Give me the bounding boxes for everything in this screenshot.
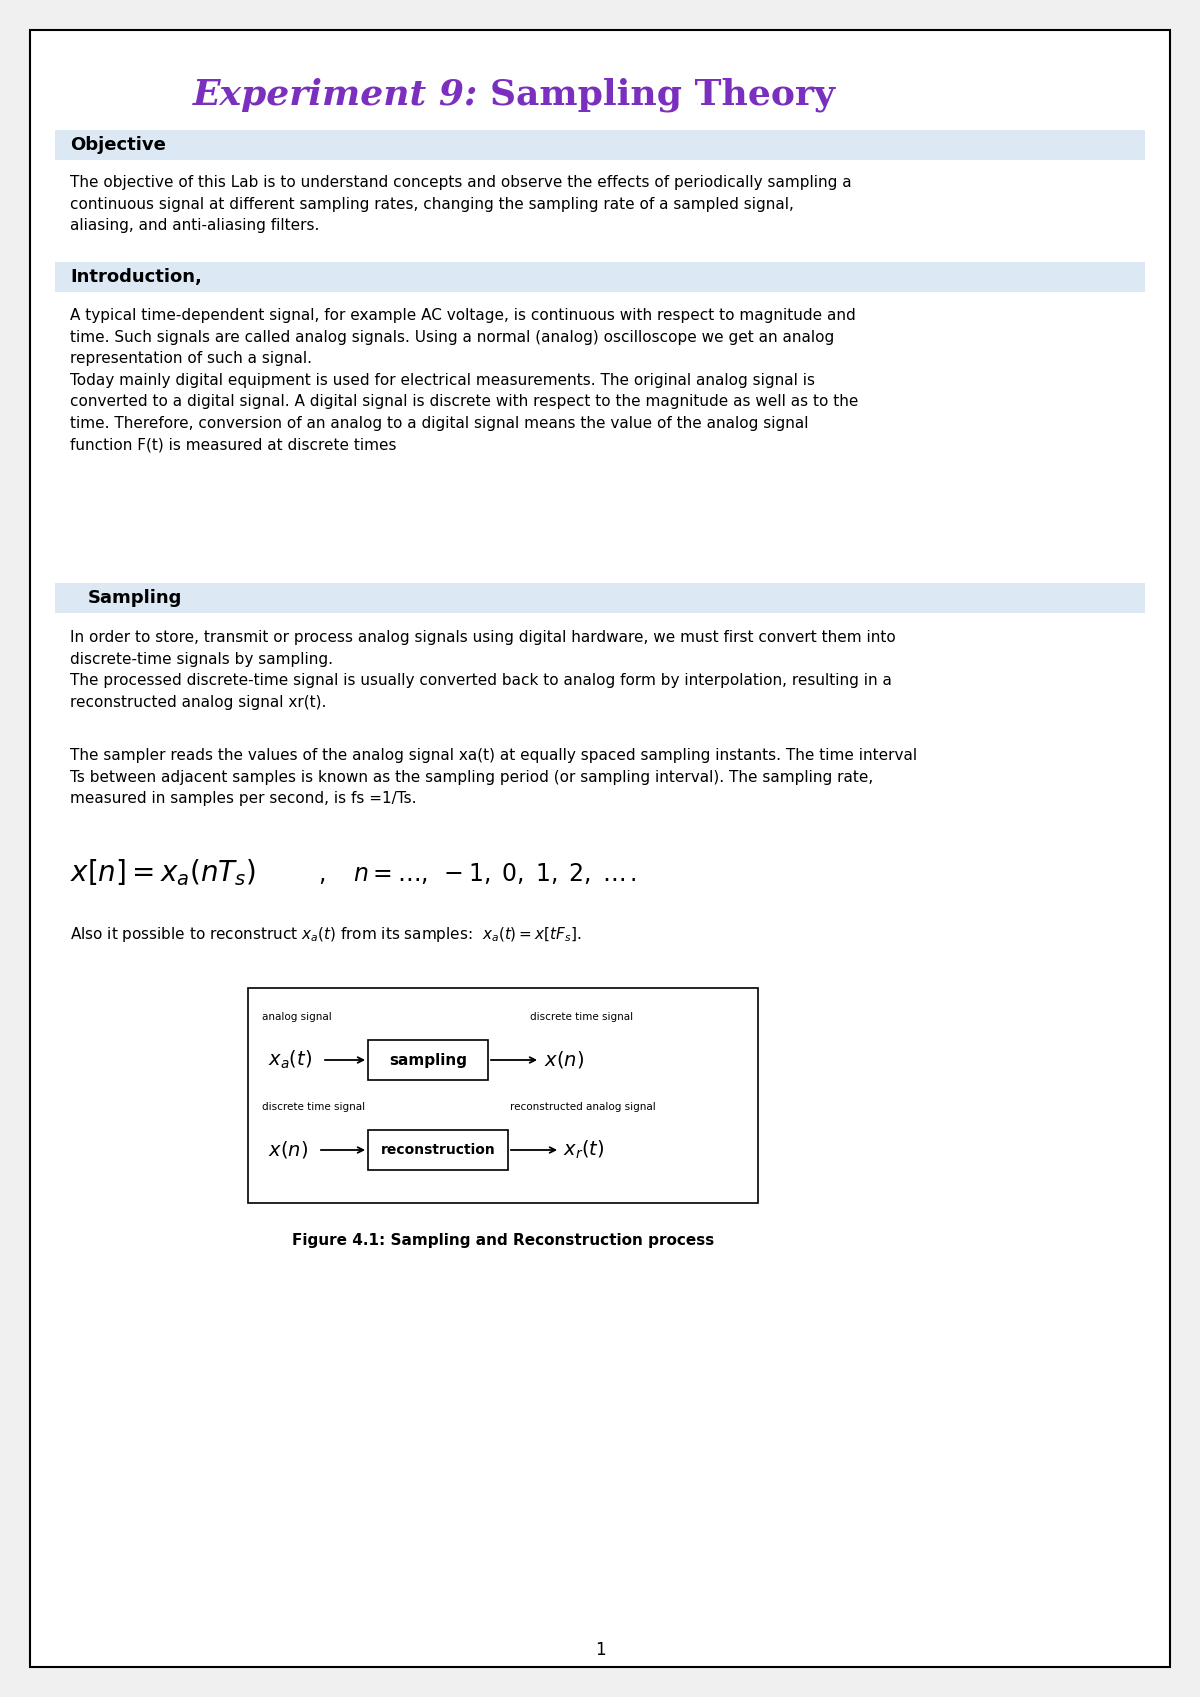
Text: A typical time-dependent signal, for example AC voltage, is continuous with resp: A typical time-dependent signal, for exa…: [70, 307, 858, 453]
Bar: [55, 261, 1145, 292]
Text: Introduction,: Introduction,: [70, 268, 202, 287]
Bar: [368, 1040, 488, 1079]
Text: Objective: Objective: [70, 136, 166, 154]
Text: In order to store, transmit or process analog signals using digital hardware, we: In order to store, transmit or process a…: [70, 630, 895, 709]
Text: Sampling Theory: Sampling Theory: [490, 78, 835, 112]
Text: $\mathbf{\mathit{x(n)}}$: $\mathbf{\mathit{x(n)}}$: [268, 1139, 308, 1161]
Text: $x[n]= x_a(nT_s)$: $x[n]= x_a(nT_s)$: [70, 857, 257, 889]
Text: sampling: sampling: [389, 1052, 467, 1067]
Text: reconstruction: reconstruction: [380, 1144, 496, 1157]
Text: discrete time signal: discrete time signal: [262, 1101, 365, 1112]
Text: $,\quad n=\ldots,\;-1,\;0,\;1,\;2,\;\ldots\,.$: $,\quad n=\ldots,\;-1,\;0,\;1,\;2,\;\ldo…: [318, 860, 637, 886]
Text: Also it possible to reconstruct $x_a(t)$ from its samples:  $x_a(t) = x[tF_s].$: Also it possible to reconstruct $x_a(t)$…: [70, 925, 582, 945]
Text: Figure 4.1: Sampling and Reconstruction process: Figure 4.1: Sampling and Reconstruction …: [292, 1232, 714, 1247]
Bar: [55, 584, 1145, 613]
Text: 1: 1: [595, 1641, 605, 1660]
Text: $x_r(t)$: $x_r(t)$: [563, 1139, 605, 1161]
Bar: [55, 131, 1145, 160]
Text: $x(n)$: $x(n)$: [544, 1049, 584, 1071]
Text: Sampling: Sampling: [88, 589, 182, 608]
FancyBboxPatch shape: [30, 31, 1170, 1666]
Text: The sampler reads the values of the analog signal xa(t) at equally spaced sampli: The sampler reads the values of the anal…: [70, 748, 917, 806]
Text: analog signal: analog signal: [262, 1011, 331, 1022]
Text: $x_a(t)$: $x_a(t)$: [268, 1049, 312, 1071]
Text: discrete time signal: discrete time signal: [530, 1011, 634, 1022]
Text: reconstructed analog signal: reconstructed analog signal: [510, 1101, 655, 1112]
Text: Experiment 9:: Experiment 9:: [193, 78, 478, 112]
Bar: [248, 988, 758, 1203]
Text: The objective of this Lab is to understand concepts and observe the effects of p: The objective of this Lab is to understa…: [70, 175, 852, 232]
Bar: [368, 1130, 508, 1169]
